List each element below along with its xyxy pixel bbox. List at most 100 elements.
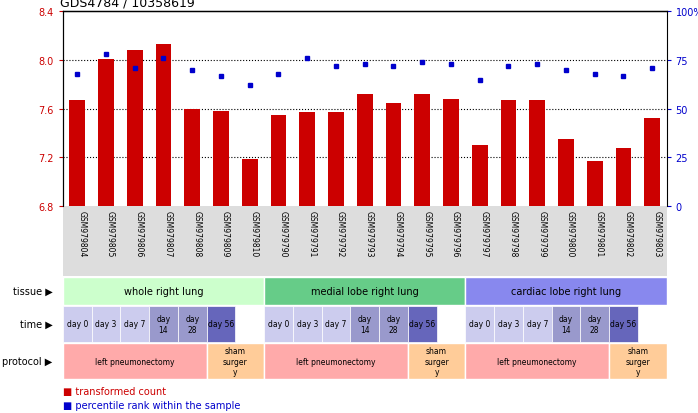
Text: day 3: day 3: [95, 320, 117, 329]
Text: GSM979791: GSM979791: [307, 210, 316, 256]
Text: sham
surger
y: sham surger y: [223, 347, 248, 376]
Text: day 7: day 7: [325, 320, 347, 329]
Text: GSM979807: GSM979807: [163, 210, 172, 256]
Bar: [558, 140, 574, 206]
Text: sham
surger
y: sham surger y: [625, 347, 651, 376]
Text: day
28: day 28: [185, 315, 199, 334]
Text: whole right lung: whole right lung: [124, 286, 203, 296]
Text: medial lobe right lung: medial lobe right lung: [311, 286, 419, 296]
Text: GSM979792: GSM979792: [336, 210, 345, 256]
Text: day 0: day 0: [66, 320, 88, 329]
Bar: [408, 344, 466, 379]
Bar: [494, 306, 523, 342]
Text: day 56: day 56: [409, 320, 436, 329]
Bar: [443, 100, 459, 206]
Text: day 0: day 0: [469, 320, 491, 329]
Text: day 7: day 7: [526, 320, 548, 329]
Bar: [156, 45, 171, 206]
Text: sham
surger
y: sham surger y: [424, 347, 449, 376]
Text: GSM979802: GSM979802: [623, 210, 632, 256]
Bar: [609, 306, 638, 342]
Text: left pneumonectomy: left pneumonectomy: [498, 357, 577, 366]
Bar: [529, 101, 545, 206]
Text: day 3: day 3: [297, 320, 318, 329]
Bar: [350, 306, 379, 342]
Bar: [91, 306, 120, 342]
Bar: [385, 103, 401, 206]
Bar: [264, 277, 466, 305]
Text: GSM979793: GSM979793: [364, 210, 373, 256]
Bar: [178, 306, 207, 342]
Bar: [357, 95, 373, 206]
Text: GSM979809: GSM979809: [221, 210, 230, 256]
Bar: [322, 306, 350, 342]
Bar: [127, 51, 142, 206]
Bar: [63, 306, 91, 342]
Text: tissue ▶: tissue ▶: [13, 286, 52, 296]
Text: ■ transformed count: ■ transformed count: [63, 387, 166, 396]
Text: GSM979800: GSM979800: [566, 210, 575, 256]
Bar: [149, 306, 178, 342]
Bar: [299, 113, 315, 206]
Text: day 0: day 0: [268, 320, 289, 329]
Text: GDS4784 / 10358619: GDS4784 / 10358619: [60, 0, 195, 10]
Text: day
28: day 28: [387, 315, 401, 334]
Text: GSM979806: GSM979806: [135, 210, 144, 256]
Text: day 56: day 56: [208, 320, 234, 329]
Bar: [207, 344, 264, 379]
Text: protocol ▶: protocol ▶: [2, 356, 52, 366]
Text: GSM979795: GSM979795: [422, 210, 431, 256]
Bar: [98, 60, 114, 206]
Bar: [271, 116, 286, 206]
Bar: [609, 344, 667, 379]
Bar: [264, 306, 293, 342]
Bar: [466, 344, 609, 379]
Bar: [379, 306, 408, 342]
Bar: [466, 306, 494, 342]
Bar: [551, 306, 580, 342]
Text: GSM979794: GSM979794: [394, 210, 403, 256]
Text: left pneumonectomy: left pneumonectomy: [296, 357, 376, 366]
Bar: [184, 109, 200, 206]
Bar: [63, 344, 207, 379]
Text: day
14: day 14: [357, 315, 372, 334]
Bar: [415, 95, 430, 206]
Bar: [408, 306, 436, 342]
Text: GSM979805: GSM979805: [106, 210, 115, 256]
Text: GSM979801: GSM979801: [595, 210, 604, 256]
Text: GSM979810: GSM979810: [250, 210, 259, 256]
Bar: [264, 344, 408, 379]
Bar: [293, 306, 322, 342]
Text: GSM979808: GSM979808: [192, 210, 201, 256]
Text: cardiac lobe right lung: cardiac lobe right lung: [511, 286, 621, 296]
Bar: [466, 277, 667, 305]
Text: day 56: day 56: [610, 320, 637, 329]
Text: GSM979803: GSM979803: [652, 210, 661, 256]
Bar: [587, 161, 602, 206]
Bar: [69, 101, 85, 206]
Text: day
28: day 28: [588, 315, 602, 334]
Text: GSM979799: GSM979799: [537, 210, 547, 256]
Bar: [523, 306, 551, 342]
Bar: [207, 306, 235, 342]
Text: day
14: day 14: [156, 315, 170, 334]
Text: ■ percentile rank within the sample: ■ percentile rank within the sample: [63, 400, 240, 410]
Text: day 3: day 3: [498, 320, 519, 329]
Bar: [580, 306, 609, 342]
Text: left pneumonectomy: left pneumonectomy: [95, 357, 174, 366]
Bar: [644, 119, 660, 206]
Bar: [213, 112, 229, 206]
Text: GSM979796: GSM979796: [451, 210, 460, 256]
Bar: [120, 306, 149, 342]
Bar: [472, 146, 488, 206]
Text: GSM979804: GSM979804: [77, 210, 86, 256]
Text: GSM979798: GSM979798: [508, 210, 517, 256]
Bar: [500, 101, 517, 206]
Text: day
14: day 14: [559, 315, 573, 334]
Text: GSM979797: GSM979797: [480, 210, 489, 256]
Text: time ▶: time ▶: [20, 319, 52, 329]
Bar: [616, 148, 632, 206]
Bar: [242, 159, 258, 206]
Text: GSM979790: GSM979790: [279, 210, 288, 256]
Bar: [63, 277, 264, 305]
